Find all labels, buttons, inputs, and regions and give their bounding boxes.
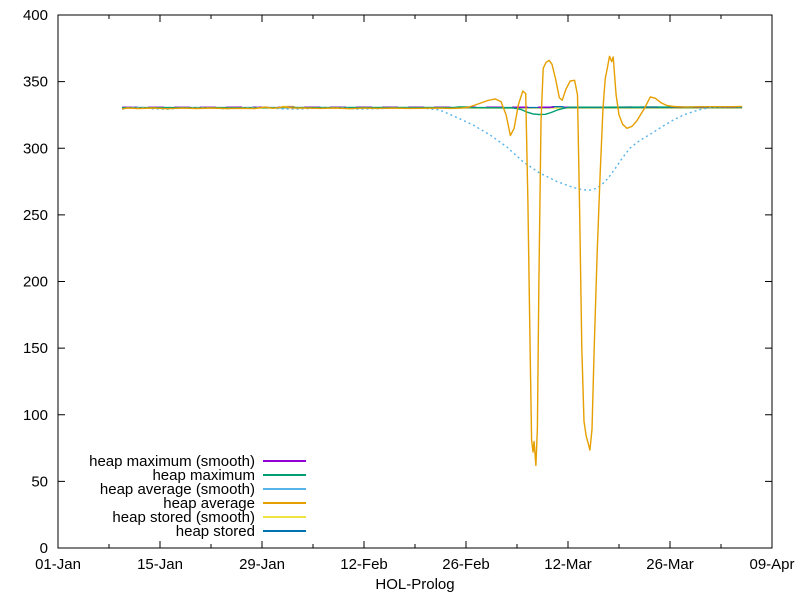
y-tick-label: 0 xyxy=(40,540,48,557)
legend-item-heap-stored-smooth: heap stored (smooth) xyxy=(112,509,306,526)
x-tick-label: 12-Feb xyxy=(340,556,388,573)
y-tick-label: 300 xyxy=(23,140,48,157)
y-tick-label: 250 xyxy=(23,207,48,224)
y-tick-label: 200 xyxy=(23,274,48,291)
legend-item-heap-maximum-smooth: heap maximum (smooth) xyxy=(89,453,306,470)
y-tick-label: 50 xyxy=(31,473,48,490)
legend-item-heap-average: heap average xyxy=(163,495,306,512)
x-tick-label: 26-Mar xyxy=(646,556,694,573)
series-lines xyxy=(121,55,743,467)
legend-item-heap-maximum: heap maximum xyxy=(152,467,306,484)
legend-label-heap-maximum-smooth: heap maximum (smooth) xyxy=(89,453,255,470)
series-heap-maximum xyxy=(122,106,743,116)
x-tick-label: 26-Feb xyxy=(442,556,490,573)
legend-item-heap-stored: heap stored xyxy=(176,523,306,540)
legend-label-heap-stored-smooth: heap stored (smooth) xyxy=(112,509,255,526)
y-tick-label: 400 xyxy=(23,7,48,24)
legend-label-heap-maximum: heap maximum xyxy=(152,467,255,484)
legend-label-heap-average: heap average xyxy=(163,495,255,512)
legend-label-heap-stored: heap stored xyxy=(176,523,255,540)
x-tick-label: 01-Jan xyxy=(35,556,81,573)
y-tick-label: 100 xyxy=(23,407,48,424)
legend-label-heap-average-smooth: heap average (smooth) xyxy=(100,481,255,498)
series-heap-average-smooth xyxy=(121,106,743,191)
x-tick-label: 15-Jan xyxy=(137,556,183,573)
x-tick-label: 29-Jan xyxy=(239,556,285,573)
y-tick-label: 350 xyxy=(23,74,48,91)
y-tick-label: 150 xyxy=(23,340,48,357)
x-tick-label: 09-Apr xyxy=(749,556,794,573)
series-heap-average xyxy=(121,55,743,467)
legend-item-heap-average-smooth: heap average (smooth) xyxy=(100,481,306,498)
axis-ticks: 0 50 100 150 200 250 300 350 400 01-Jan 15-Jan 29-J… xyxy=(23,7,795,573)
x-axis-title: HOL-Prolog xyxy=(375,576,454,593)
x-tick-label: 12-Mar xyxy=(544,556,592,573)
